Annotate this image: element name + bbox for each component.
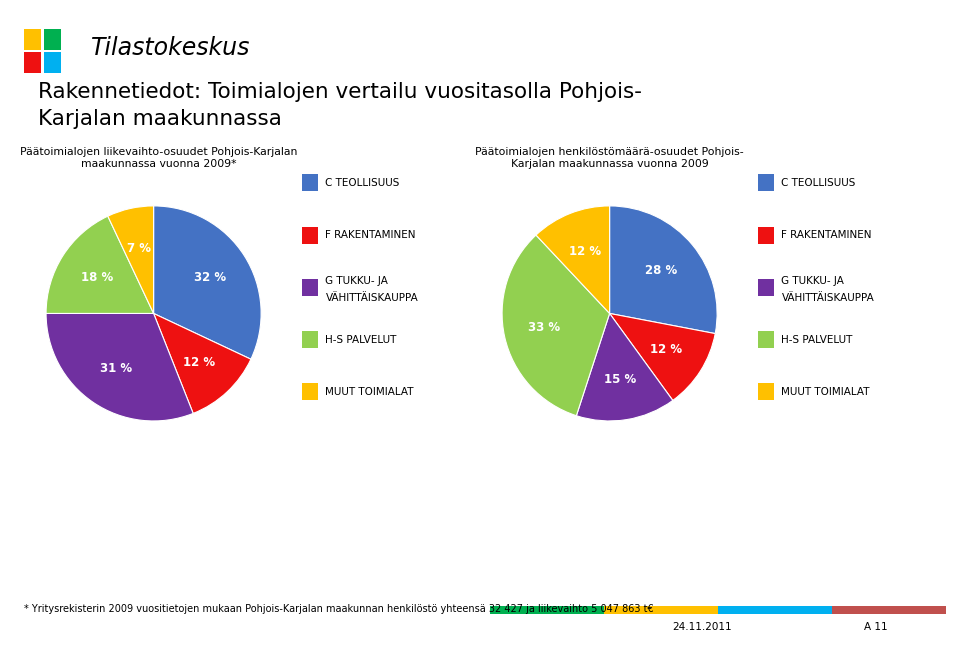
Text: C TEOLLISUUS: C TEOLLISUUS — [781, 178, 855, 188]
Text: G TUKKU- JA: G TUKKU- JA — [325, 276, 388, 286]
Text: 33 %: 33 % — [529, 321, 561, 334]
Text: VÄHITTÄISKAUPPA: VÄHITTÄISKAUPPA — [325, 293, 419, 303]
Text: Päätoimialojen liikevaihto-osuudet Pohjois-Karjalan
maakunnassa vuonna 2009*: Päätoimialojen liikevaihto-osuudet Pohjo… — [20, 147, 297, 168]
Text: MUUT TOIMIALAT: MUUT TOIMIALAT — [325, 387, 414, 397]
Text: C TEOLLISUUS: C TEOLLISUUS — [325, 178, 399, 188]
Text: 32 %: 32 % — [194, 271, 226, 284]
Wedge shape — [46, 216, 154, 313]
Text: MUUT TOIMIALAT: MUUT TOIMIALAT — [781, 387, 870, 397]
Text: Tilastokeskus: Tilastokeskus — [91, 36, 251, 60]
Text: H-S PALVELUT: H-S PALVELUT — [781, 334, 852, 345]
Text: A 11: A 11 — [864, 622, 888, 631]
Text: Karjalan maakunnassa: Karjalan maakunnassa — [38, 109, 282, 129]
Text: VÄHITTÄISKAUPPA: VÄHITTÄISKAUPPA — [781, 293, 875, 303]
Text: F RAKENTAMINEN: F RAKENTAMINEN — [781, 230, 872, 240]
Wedge shape — [108, 206, 154, 313]
Text: F RAKENTAMINEN: F RAKENTAMINEN — [325, 230, 416, 240]
Text: Päätoimialojen henkilöstömäärä-osuudet Pohjois-
Karjalan maakunnassa vuonna 2009: Päätoimialojen henkilöstömäärä-osuudet P… — [475, 147, 744, 168]
Text: 31 %: 31 % — [100, 362, 132, 375]
Text: * Yritysrekisterin 2009 vuositietojen mukaan Pohjois-Karjalan maakunnan henkilös: * Yritysrekisterin 2009 vuositietojen mu… — [24, 604, 654, 614]
Text: Rakennetiedot: Toimialojen vertailu vuositasolla Pohjois-: Rakennetiedot: Toimialojen vertailu vuos… — [38, 82, 642, 102]
Text: 12 %: 12 % — [183, 355, 215, 368]
Wedge shape — [610, 206, 717, 334]
Text: G TUKKU- JA: G TUKKU- JA — [781, 276, 844, 286]
Wedge shape — [502, 235, 610, 416]
Text: 7 %: 7 % — [127, 242, 151, 255]
Text: 12 %: 12 % — [569, 245, 601, 258]
Text: H-S PALVELUT: H-S PALVELUT — [325, 334, 396, 345]
Text: 18 %: 18 % — [82, 271, 113, 284]
Wedge shape — [576, 313, 673, 421]
Wedge shape — [536, 206, 610, 313]
Wedge shape — [154, 313, 251, 413]
Wedge shape — [154, 206, 261, 359]
Text: 15 %: 15 % — [604, 373, 636, 386]
Text: 12 %: 12 % — [650, 343, 682, 356]
Text: 28 %: 28 % — [645, 264, 677, 278]
Wedge shape — [610, 313, 715, 400]
Wedge shape — [46, 313, 193, 421]
Text: 24.11.2011: 24.11.2011 — [672, 622, 732, 631]
